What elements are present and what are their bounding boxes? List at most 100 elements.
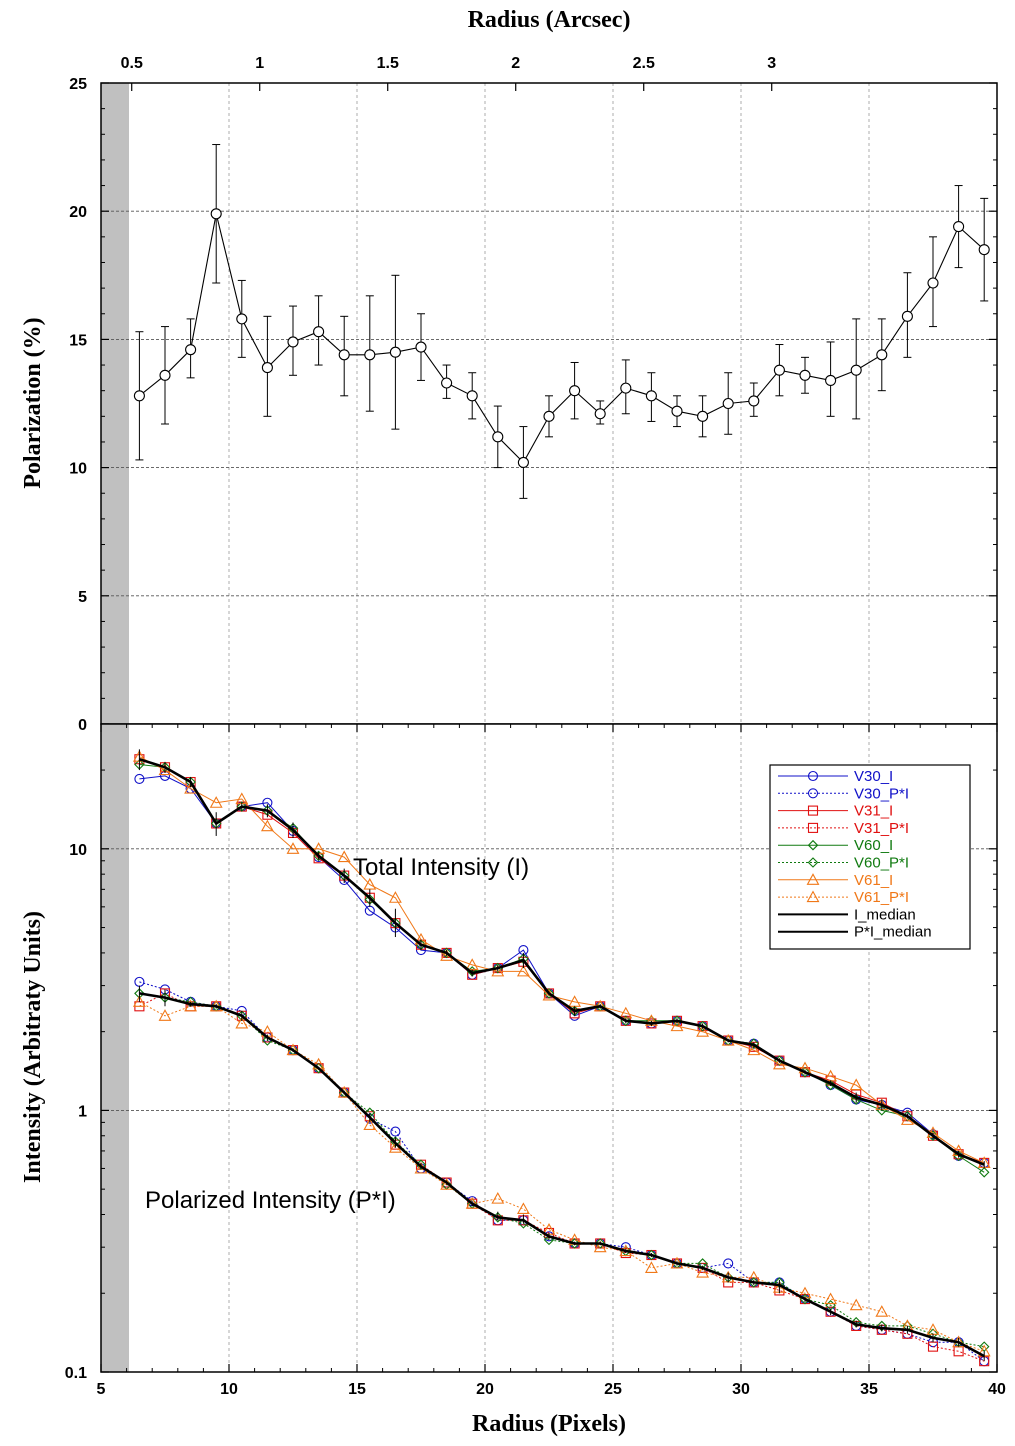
data-point [978, 244, 990, 256]
marker-diamond [807, 839, 819, 851]
data-point [671, 405, 683, 417]
legend-label: V30_P*I [854, 785, 909, 802]
intensity-series [132, 749, 991, 1367]
legend-label: P*I_median [854, 924, 932, 941]
legend-item: V30_I [778, 768, 893, 785]
x-tick-label: 10 [220, 1381, 238, 1398]
data-point [338, 349, 350, 361]
marker-triangle [670, 1019, 684, 1032]
marker-triangle [696, 1265, 710, 1278]
data-point [645, 390, 657, 402]
legend-item: V31_P*I [778, 820, 909, 837]
marker-diamond [594, 1238, 606, 1249]
marker-triangle [491, 1191, 505, 1204]
y-tick-label: 5 [78, 589, 87, 606]
data-point [697, 410, 709, 422]
data-point [799, 369, 811, 381]
data-point [313, 326, 325, 338]
marker-diamond [978, 1167, 990, 1178]
data-point [287, 336, 299, 348]
data-point [389, 346, 401, 358]
legend-label: V61_I [854, 872, 893, 889]
x2-tick-label: 3 [767, 55, 776, 72]
marker-triangle [824, 1292, 838, 1305]
data-point [620, 382, 632, 394]
series-line [139, 992, 985, 1358]
marker-diamond [978, 1341, 990, 1352]
marker-triangle [388, 891, 402, 903]
marker-circle [723, 1258, 734, 1269]
y-tick-label: 15 [69, 332, 87, 349]
marker-diamond [543, 988, 555, 999]
marker-triangle [875, 1305, 889, 1317]
marker-triangle [491, 964, 505, 977]
data-point [927, 277, 939, 289]
data-point [236, 313, 248, 325]
marker-triangle [806, 873, 820, 885]
legend-label: V31_I [854, 803, 893, 820]
marker-square [441, 1177, 452, 1188]
series-line [139, 1001, 985, 1352]
intensity-panel: 5 10 15 20 25 30 35 40 0.1 1 10 Total Intensity (I… [20, 723, 1006, 1437]
marker-triangle [260, 819, 274, 832]
data-point [569, 385, 581, 397]
y-tick-label: 10 [69, 461, 87, 478]
marker-triangle [209, 796, 223, 808]
x2-tick-label: 2.5 [633, 55, 655, 72]
marker-circle [807, 770, 819, 782]
x-tick-label: 30 [732, 1381, 750, 1398]
x-tick-label: 5 [97, 1381, 106, 1398]
data-point [210, 208, 222, 220]
marker-triangle [772, 1057, 786, 1070]
masked-region-bottom [101, 724, 129, 1372]
marker-triangle [337, 850, 351, 863]
marker-square [807, 805, 819, 816]
series-i-median [138, 749, 985, 1169]
marker-triangle [619, 1006, 633, 1019]
series-line [139, 757, 985, 1166]
marker-triangle [363, 1118, 377, 1130]
legend-item: I_median [778, 906, 916, 923]
data-point [364, 349, 376, 361]
legend-label: V60_I [854, 837, 893, 854]
annotation-polarized-intensity: Polarized Intensity (P*I) [145, 1187, 396, 1214]
legend-item: V61_P*I [778, 889, 909, 906]
x2-tick-label: 0.5 [121, 55, 143, 72]
data-point [466, 390, 478, 402]
legend-label: V30_I [854, 768, 893, 785]
data-point [953, 221, 965, 233]
marker-square [807, 822, 819, 833]
series-line [139, 756, 985, 1164]
marker-triangle [516, 1202, 530, 1215]
marker-triangle [747, 1043, 761, 1056]
legend-label: V31_P*I [854, 820, 909, 837]
x2-axis-title: Radius (Arcsec) [468, 7, 631, 33]
polarization-panel: 0 5 10 15 20 25 0.5 1 1.5 2 2.5 3 Radius (Arcsec) P… [20, 7, 998, 734]
y-axis-title-bottom: Intensity (Arbitraty Units) [20, 911, 46, 1183]
legend-item: V60_I [778, 837, 893, 854]
marker-triangle [337, 1085, 351, 1098]
annotation-total-intensity: Total Intensity (I) [353, 854, 529, 881]
marker-diamond [748, 1038, 760, 1049]
marker-diamond [671, 1015, 683, 1027]
marker-square [262, 1032, 273, 1043]
marker-triangle [465, 958, 479, 970]
x-tick-label: 20 [476, 1381, 494, 1398]
x2-tick-label: 1.5 [377, 55, 399, 72]
marker-triangle [696, 1025, 710, 1037]
marker-circle [390, 1126, 401, 1137]
data-point [825, 374, 837, 386]
marker-triangle [516, 964, 530, 977]
legend-label: V61_P*I [854, 889, 909, 906]
x2-tick-label: 2 [511, 55, 520, 72]
series-v61-p-i [132, 995, 991, 1357]
data-point [159, 369, 171, 381]
marker-triangle [849, 1298, 863, 1311]
legend-label: I_median [854, 906, 916, 923]
data-point [517, 456, 529, 469]
frame-bottom [100, 723, 998, 1373]
legend-item: V60_P*I [778, 855, 909, 872]
data-point [543, 410, 555, 422]
marker-circle [807, 788, 819, 799]
